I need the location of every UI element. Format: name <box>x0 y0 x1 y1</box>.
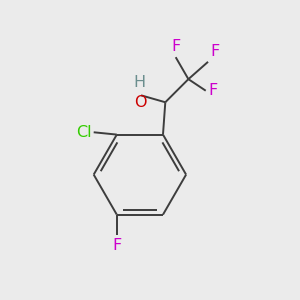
Text: F: F <box>210 44 220 59</box>
Text: O: O <box>134 95 146 110</box>
Text: Cl: Cl <box>76 125 92 140</box>
Text: H: H <box>134 74 146 89</box>
Text: F: F <box>208 83 218 98</box>
Text: F: F <box>171 39 180 54</box>
Text: F: F <box>112 238 122 253</box>
